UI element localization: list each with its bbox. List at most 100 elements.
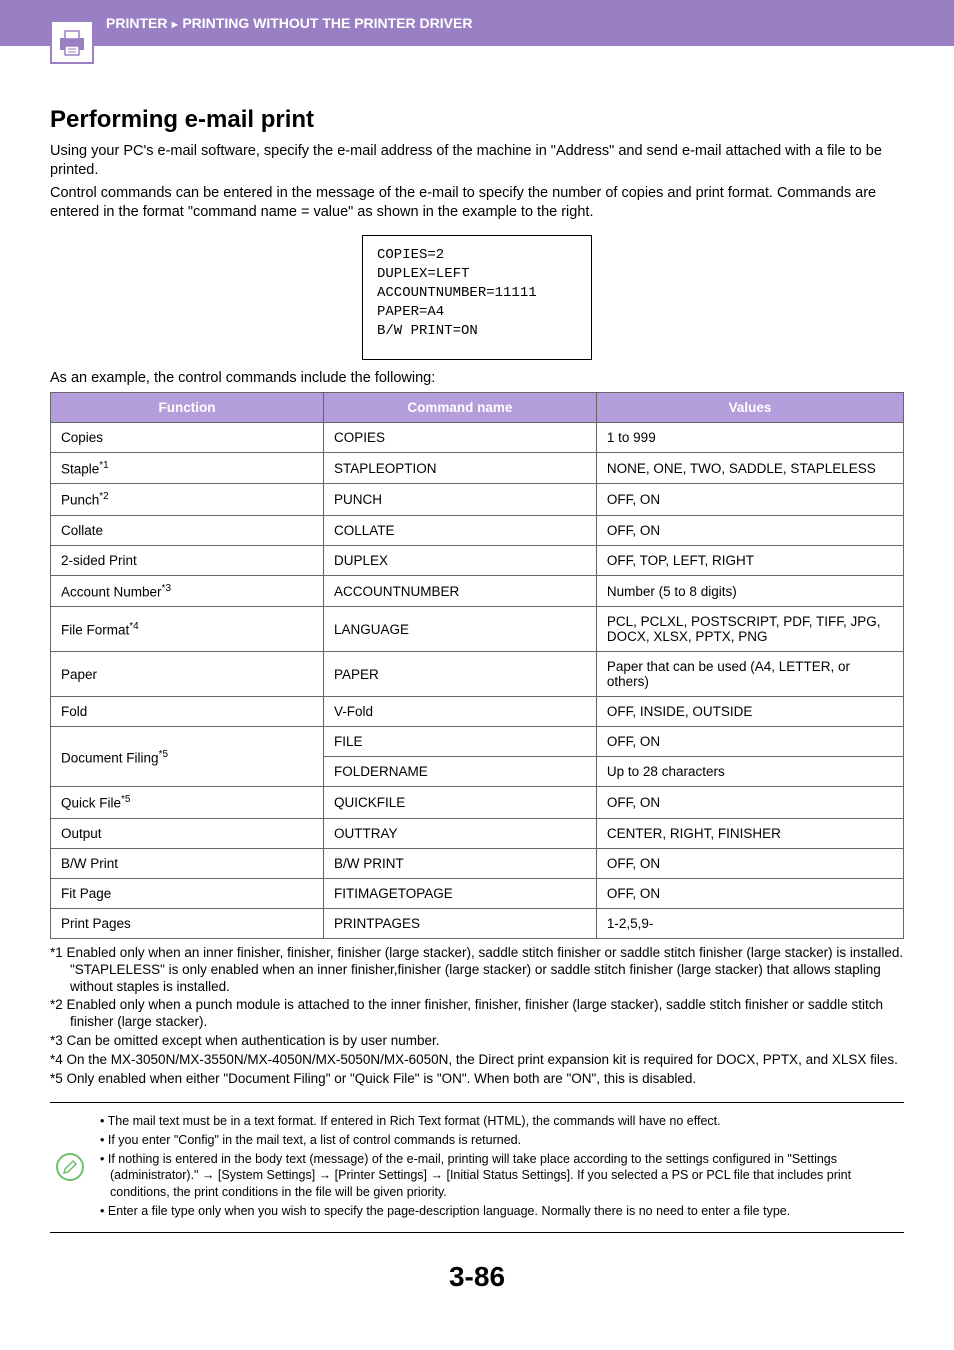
footnote-line: *3 Can be omitted except when authentica… (50, 1033, 904, 1050)
cell-command: PRINTPAGES (323, 908, 596, 938)
cell-values: OFF, ON (596, 515, 903, 545)
intro-paragraph-1: Using your PC's e-mail software, specify… (50, 142, 904, 180)
note-list: The mail text must be in a text format. … (100, 1113, 898, 1222)
note-icon-wrap (50, 1113, 90, 1222)
cell-values: 1 to 999 (596, 422, 903, 452)
cell-command: COLLATE (323, 515, 596, 545)
cell-command: STAPLEOPTION (323, 452, 596, 484)
header-bar: PRINTER PRINTING WITHOUT THE PRINTER DRIV… (0, 0, 954, 46)
code-example-box: COPIES=2 DUPLEX=LEFT ACCOUNTNUMBER=11111… (362, 235, 592, 359)
table-row: PaperPAPERPaper that can be used (A4, LE… (51, 652, 904, 697)
table-row: FoldV-FoldOFF, INSIDE, OUTSIDE (51, 697, 904, 727)
cell-values: OFF, TOP, LEFT, RIGHT (596, 545, 903, 575)
printer-icon-box (50, 20, 94, 64)
section-title: Performing e-mail print (50, 106, 904, 134)
intro-paragraph-2: Control commands can be entered in the m… (50, 184, 904, 222)
cell-values: OFF, ON (596, 727, 903, 757)
footnote-line: *2 Enabled only when a punch module is a… (50, 997, 904, 1031)
table-row: Quick File*5QUICKFILEOFF, ON (51, 787, 904, 819)
cell-values: PCL, PCLXL, POSTSCRIPT, PDF, TIFF, JPG, … (596, 607, 903, 652)
cell-values: CENTER, RIGHT, FINISHER (596, 818, 903, 848)
footnote-line: *1 Enabled only when an inner finisher, … (50, 945, 904, 996)
footnotes: *1 Enabled only when an inner finisher, … (50, 945, 904, 1088)
cell-values: 1-2,5,9- (596, 908, 903, 938)
cell-values: OFF, ON (596, 787, 903, 819)
commands-table: Function Command name Values CopiesCOPIE… (50, 392, 904, 939)
cell-command: PAPER (323, 652, 596, 697)
cell-values: Paper that can be used (A4, LETTER, or o… (596, 652, 903, 697)
cell-values: OFF, ON (596, 878, 903, 908)
cell-command: QUICKFILE (323, 787, 596, 819)
note-item: If you enter "Config" in the mail text, … (100, 1132, 898, 1149)
cell-values: Number (5 to 8 digits) (596, 575, 903, 607)
cell-function: Copies (51, 422, 324, 452)
table-row: B/W PrintB/W PRINTOFF, ON (51, 848, 904, 878)
cell-values: OFF, ON (596, 484, 903, 516)
cell-values: Up to 28 characters (596, 757, 903, 787)
page-content: Performing e-mail print Using your PC's … (0, 106, 954, 1323)
code-line: B/W PRINT=ON (377, 322, 577, 341)
cell-function: Fold (51, 697, 324, 727)
note-item: Enter a file type only when you wish to … (100, 1203, 898, 1220)
cell-command: LANGUAGE (323, 607, 596, 652)
table-row: File Format*4LANGUAGEPCL, PCLXL, POSTSCR… (51, 607, 904, 652)
cell-command: FITIMAGETOPAGE (323, 878, 596, 908)
cell-command: OUTTRAY (323, 818, 596, 848)
footnote-line: *5 Only enabled when either "Document Fi… (50, 1071, 904, 1088)
col-header-function: Function (51, 392, 324, 422)
cell-values: NONE, ONE, TWO, SADDLE, STAPLELESS (596, 452, 903, 484)
note-item: The mail text must be in a text format. … (100, 1113, 898, 1130)
cell-function: Fit Page (51, 878, 324, 908)
footnote-line: *4 On the MX-3050N/MX-3550N/MX-4050N/MX-… (50, 1052, 904, 1069)
cell-command: V-Fold (323, 697, 596, 727)
code-line: PAPER=A4 (377, 303, 577, 322)
cell-function: Output (51, 818, 324, 848)
cell-command: COPIES (323, 422, 596, 452)
cell-function: File Format*4 (51, 607, 324, 652)
cell-function: B/W Print (51, 848, 324, 878)
table-row: Account Number*3ACCOUNTNUMBERNumber (5 t… (51, 575, 904, 607)
breadcrumb-arrow-icon (167, 15, 182, 31)
table-row: CollateCOLLATEOFF, ON (51, 515, 904, 545)
cell-function: Print Pages (51, 908, 324, 938)
pencil-note-icon (56, 1153, 84, 1181)
page-number: 3-86 (50, 1261, 904, 1293)
cell-values: OFF, INSIDE, OUTSIDE (596, 697, 903, 727)
printer-icon (56, 26, 88, 58)
table-row: 2-sided PrintDUPLEXOFF, TOP, LEFT, RIGHT (51, 545, 904, 575)
table-row: Staple*1STAPLEOPTIONNONE, ONE, TWO, SADD… (51, 452, 904, 484)
cell-function: Document Filing*5 (51, 727, 324, 787)
cell-command: PUNCH (323, 484, 596, 516)
col-header-values: Values (596, 392, 903, 422)
cell-values: OFF, ON (596, 848, 903, 878)
table-row: OutputOUTTRAYCENTER, RIGHT, FINISHER (51, 818, 904, 848)
note-item: If nothing is entered in the body text (… (100, 1151, 898, 1202)
code-line: COPIES=2 (377, 246, 577, 265)
cell-command: FOLDERNAME (323, 757, 596, 787)
cell-function: Collate (51, 515, 324, 545)
code-line: ACCOUNTNUMBER=11111 (377, 284, 577, 303)
table-row: Punch*2PUNCHOFF, ON (51, 484, 904, 516)
table-row: Document Filing*5FILEOFF, ON (51, 727, 904, 757)
note-box: The mail text must be in a text format. … (50, 1102, 904, 1233)
table-header-row: Function Command name Values (51, 392, 904, 422)
cell-command: B/W PRINT (323, 848, 596, 878)
cell-function: Punch*2 (51, 484, 324, 516)
col-header-command: Command name (323, 392, 596, 422)
breadcrumb: PRINTER PRINTING WITHOUT THE PRINTER DRIV… (106, 15, 472, 31)
breadcrumb-part-1: PRINTER (106, 15, 167, 31)
table-row: CopiesCOPIES1 to 999 (51, 422, 904, 452)
table-row: Print PagesPRINTPAGES1-2,5,9- (51, 908, 904, 938)
table-intro: As an example, the control commands incl… (50, 370, 904, 386)
cell-function: Quick File*5 (51, 787, 324, 819)
cell-command: DUPLEX (323, 545, 596, 575)
code-line: DUPLEX=LEFT (377, 265, 577, 284)
cell-function: Paper (51, 652, 324, 697)
cell-command: FILE (323, 727, 596, 757)
cell-function: Staple*1 (51, 452, 324, 484)
cell-function: Account Number*3 (51, 575, 324, 607)
breadcrumb-part-2: PRINTING WITHOUT THE PRINTER DRIVER (182, 15, 472, 31)
cell-command: ACCOUNTNUMBER (323, 575, 596, 607)
cell-function: 2-sided Print (51, 545, 324, 575)
table-row: Fit PageFITIMAGETOPAGEOFF, ON (51, 878, 904, 908)
